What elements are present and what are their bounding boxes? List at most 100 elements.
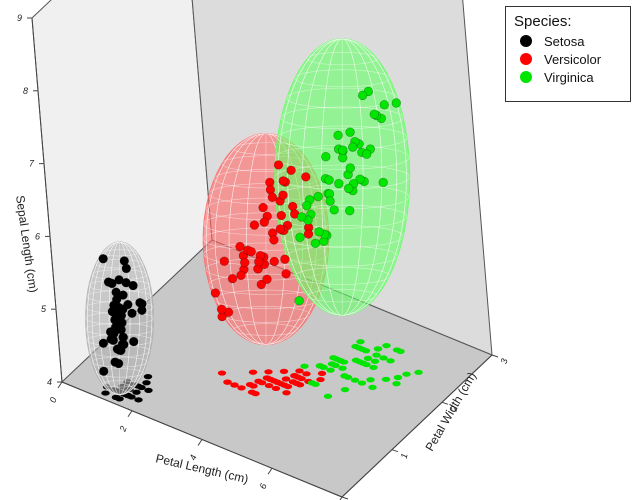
floor-point-virginica bbox=[339, 359, 349, 365]
mesh-latitude bbox=[275, 145, 410, 170]
mesh-latitude bbox=[274, 164, 410, 190]
legend-title: Species: bbox=[514, 13, 572, 30]
floor-point-virginica bbox=[329, 355, 338, 361]
point-setosa bbox=[121, 263, 132, 274]
floor-point-virginica bbox=[354, 345, 364, 351]
mesh-meridian bbox=[99, 241, 140, 395]
point-virginica bbox=[325, 196, 335, 206]
point-setosa bbox=[107, 306, 118, 317]
floor-point-setosa bbox=[142, 380, 151, 386]
legend-label-versicolor: Versicolor bbox=[544, 51, 602, 67]
floor-point-virginica bbox=[315, 363, 325, 369]
point-setosa bbox=[103, 277, 114, 287]
legend-item-setosa: Setosa bbox=[514, 32, 622, 50]
floor-point-versicolor bbox=[295, 368, 304, 374]
confidence-ellipsoids bbox=[85, 38, 411, 396]
point-versicolor bbox=[254, 257, 264, 267]
floor-point-versicolor bbox=[290, 373, 299, 379]
x-axis-title: Petal Length (cm) bbox=[154, 451, 249, 486]
mesh-meridian bbox=[91, 241, 148, 395]
point-versicolor bbox=[249, 220, 260, 230]
point-versicolor bbox=[246, 246, 256, 257]
floor-point-virginica bbox=[356, 339, 365, 345]
point-setosa bbox=[98, 254, 108, 264]
floor-point-virginica bbox=[379, 355, 388, 361]
point-virginica bbox=[314, 227, 324, 237]
point-setosa bbox=[121, 278, 131, 288]
point-virginica bbox=[310, 238, 321, 249]
floor-point-versicolor bbox=[248, 369, 258, 375]
floor-point-versicolor bbox=[264, 382, 274, 389]
y-tick-label: 2 bbox=[448, 405, 459, 413]
point-setosa bbox=[118, 290, 128, 300]
point-versicolor bbox=[227, 273, 238, 284]
mesh-meridian bbox=[108, 241, 131, 395]
floor-point-virginica bbox=[386, 358, 395, 364]
point-versicolor bbox=[210, 288, 221, 298]
floor-point-versicolor bbox=[302, 371, 311, 377]
floor-point-virginica bbox=[369, 364, 378, 371]
z-tick-label: 9 bbox=[17, 13, 22, 23]
point-virginica bbox=[379, 100, 389, 110]
floor-point-virginica bbox=[340, 387, 350, 393]
y-tick-label: 3 bbox=[499, 358, 510, 365]
floor-point-virginica bbox=[402, 371, 411, 377]
point-versicolor bbox=[269, 235, 279, 245]
point-versicolor bbox=[301, 172, 311, 182]
y-tick-mark bbox=[391, 449, 399, 453]
point-setosa bbox=[127, 308, 137, 318]
z-axis-ticks: 4 5 6 7 8 9 bbox=[17, 13, 62, 387]
floor-point-versicolor bbox=[223, 379, 232, 385]
floor-point-versicolor bbox=[273, 379, 282, 385]
floor-point-virginica bbox=[381, 376, 391, 382]
mesh-latitude bbox=[203, 227, 329, 251]
point-versicolor bbox=[281, 269, 291, 279]
point-versicolor bbox=[286, 165, 296, 176]
legend-marker-virginica bbox=[520, 71, 532, 83]
floor-point-virginica bbox=[396, 348, 405, 354]
point-virginica bbox=[297, 212, 307, 222]
point-versicolor bbox=[303, 229, 314, 239]
floor-point-versicolor bbox=[257, 380, 267, 386]
floor-point-virginica bbox=[357, 380, 367, 386]
floor-point-setosa bbox=[111, 394, 121, 400]
x-tick-label: 6 bbox=[258, 482, 269, 490]
floor-point-virginica bbox=[393, 374, 403, 381]
ellipsoid-virginica bbox=[274, 38, 411, 316]
point-virginica bbox=[338, 145, 348, 155]
point-virginica bbox=[294, 296, 304, 306]
floor-point-setosa bbox=[143, 374, 153, 380]
x-tick-mark bbox=[197, 439, 203, 446]
floor-point-versicolor bbox=[282, 390, 291, 396]
z-tick-label: 6 bbox=[35, 231, 40, 241]
x-tick-mark bbox=[339, 496, 343, 500]
x-axis-ticks: 02468 bbox=[48, 381, 343, 500]
floor-point-versicolor bbox=[271, 385, 281, 392]
point-setosa bbox=[111, 294, 122, 305]
point-versicolor bbox=[258, 202, 268, 213]
floor-point-virginica bbox=[338, 365, 347, 371]
floor-point-versicolor bbox=[251, 391, 260, 397]
point-versicolor bbox=[240, 257, 250, 268]
floor-point-virginica bbox=[366, 377, 375, 383]
point-virginica bbox=[355, 174, 365, 184]
point-setosa bbox=[110, 315, 120, 325]
y-tick-mark bbox=[341, 496, 349, 500]
z-axis-title: Sepal Length (cm) bbox=[13, 194, 41, 293]
floor-point-virginica bbox=[311, 381, 320, 387]
point-versicolor bbox=[276, 210, 286, 221]
mesh-latitude bbox=[286, 87, 398, 109]
point-versicolor bbox=[236, 270, 246, 281]
floor-point-virginica bbox=[327, 361, 337, 367]
floor-point-virginica bbox=[323, 393, 333, 399]
floor-point-versicolor bbox=[295, 382, 305, 388]
point-virginica bbox=[334, 178, 344, 189]
floor-point-virginica bbox=[361, 348, 371, 354]
legend-item-versicolor: Versicolor bbox=[514, 50, 622, 68]
point-versicolor bbox=[219, 256, 230, 266]
mesh-meridian bbox=[287, 38, 398, 316]
point-virginica bbox=[313, 191, 323, 202]
legend: Species: Setosa Versicolor Virginica bbox=[505, 6, 631, 102]
floor-point-virginica bbox=[414, 369, 423, 375]
